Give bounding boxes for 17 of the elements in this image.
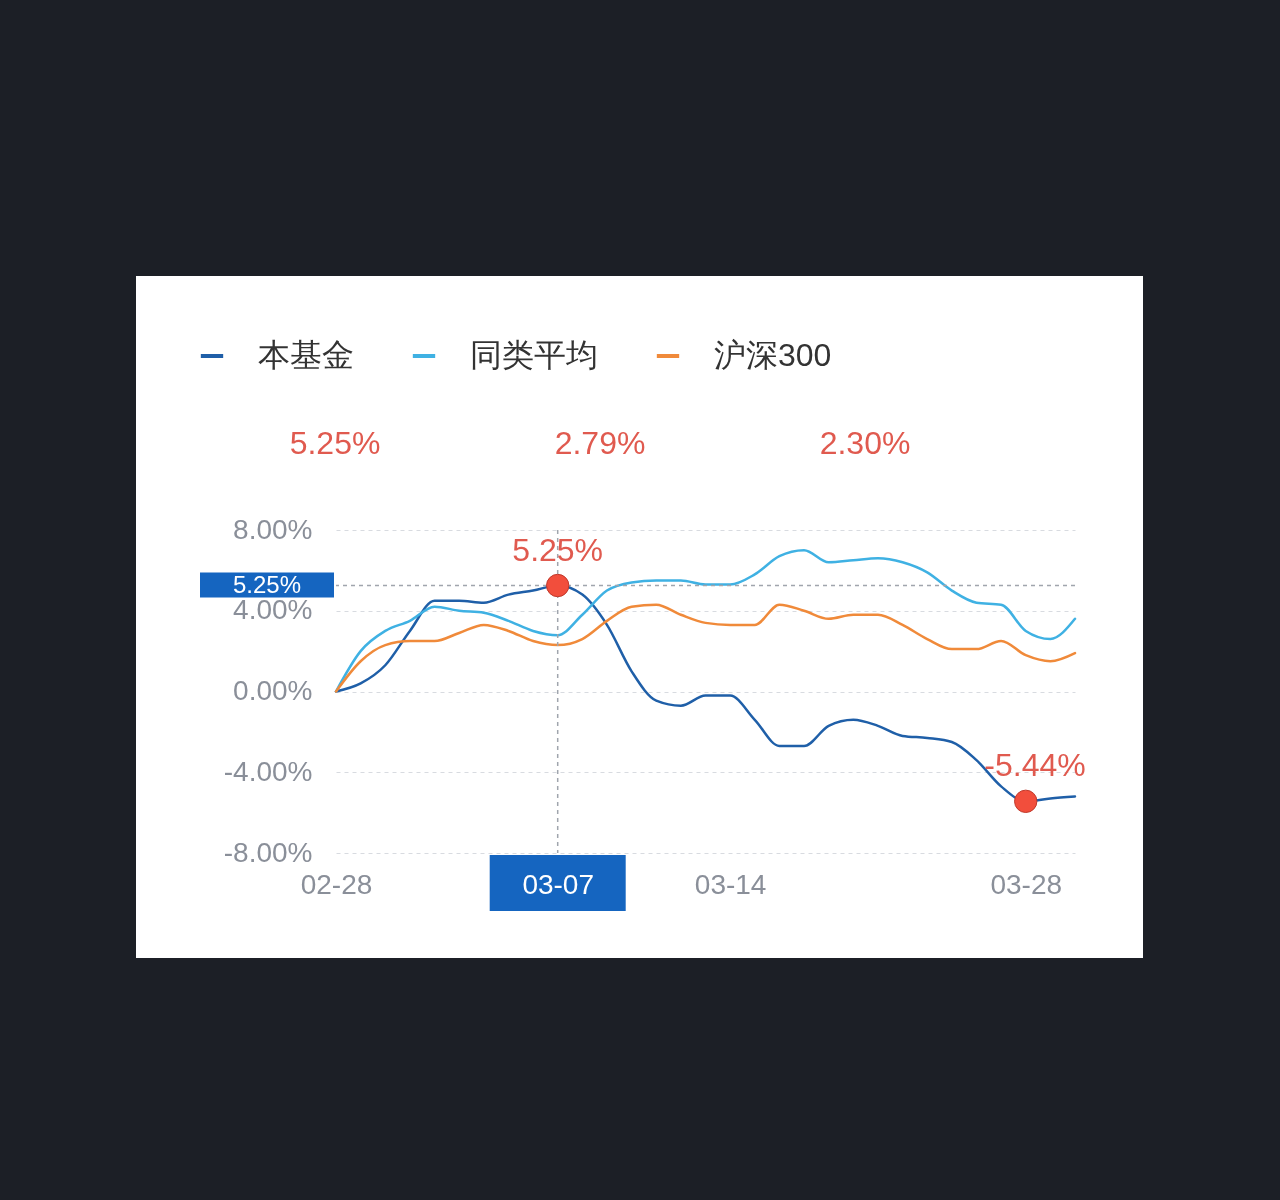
y-tick-label: -8.00% [223, 836, 313, 868]
annotation: -5.44% [984, 747, 1086, 784]
y-tick-label: 8.00% [233, 513, 313, 545]
annotation: 5.25% [512, 531, 604, 568]
legend-label: 同类平均 [470, 337, 598, 373]
y-tick-label: 0.00% [233, 675, 313, 706]
y-tick-label: -4.00% [223, 755, 313, 787]
legend-label: 沪深300 [714, 337, 832, 373]
x-tick-label: 02-28 [300, 868, 373, 900]
line-series [334, 603, 1077, 693]
text: 2.79% [554, 425, 646, 461]
text: 2.30% [819, 425, 911, 461]
text: 5.25% [289, 425, 381, 461]
x-tick-label: 03-14 [694, 868, 767, 900]
x-tick-label: 03-28 [990, 868, 1063, 900]
x-tick-label: 03-07 [522, 868, 595, 900]
legend-label: 本基金 [258, 337, 354, 373]
